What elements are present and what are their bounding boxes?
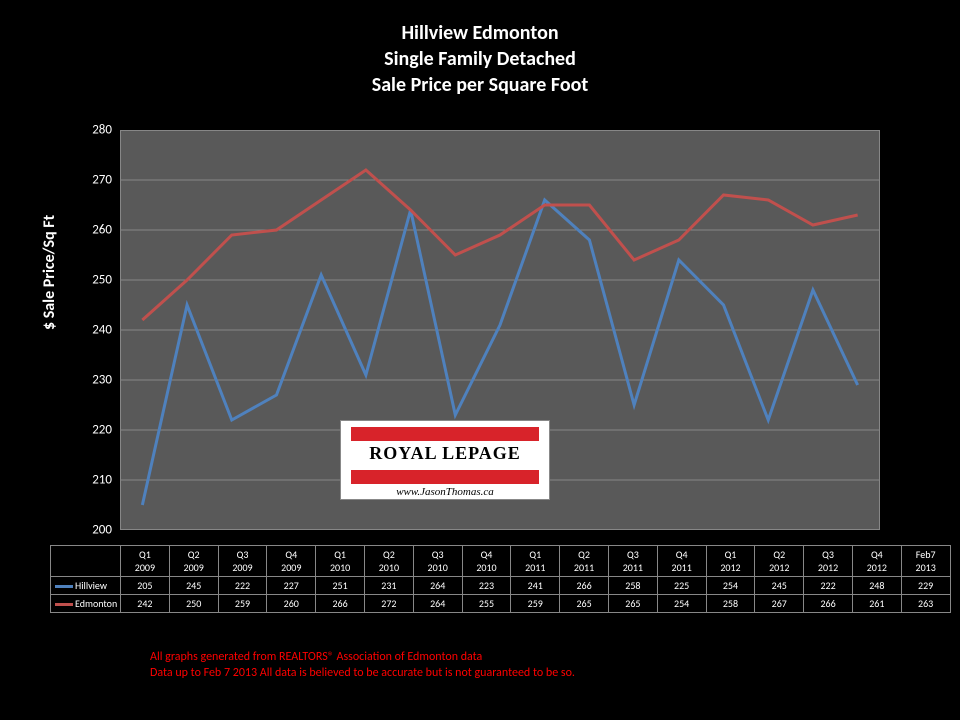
table-cell: 227: [267, 577, 316, 595]
table-col-header: Q42011: [657, 546, 706, 577]
table-cell: 266: [804, 595, 853, 613]
y-tick-label: 220: [92, 423, 112, 438]
title-line-2: Single Family Detached: [0, 46, 960, 72]
table-col-header: Q32010: [413, 546, 462, 577]
y-tick-label: 240: [92, 323, 112, 338]
footer-line-1: All graphs generated from REALTORS® Asso…: [150, 650, 575, 666]
table-col-header: Q42012: [852, 546, 901, 577]
title-line-3: Sale Price per Square Foot: [0, 72, 960, 98]
table-cell: 251: [316, 577, 365, 595]
y-tick-label: 270: [92, 173, 112, 188]
table-cell: 241: [511, 577, 560, 595]
royal-lepage-logo: ROYAL LEPAGE www.JasonThomas.ca: [340, 420, 550, 500]
logo-bar-top: [351, 427, 539, 441]
table-corner: [51, 546, 121, 577]
table-cell: 258: [608, 577, 657, 595]
y-tick-label: 260: [92, 223, 112, 238]
y-tick-label: 250: [92, 273, 112, 288]
table-cell: 229: [901, 577, 950, 595]
table-cell: 259: [511, 595, 560, 613]
table-col-header: Q12010: [316, 546, 365, 577]
series-line-edmonton: [142, 170, 857, 320]
y-tick-label: 230: [92, 373, 112, 388]
table-cell: 263: [901, 595, 950, 613]
footer-line-2: Data up to Feb 7 2013 All data is believ…: [150, 666, 575, 682]
table-cell: 259: [218, 595, 267, 613]
table-row-header: Hillview: [51, 577, 121, 595]
table-cell: 261: [852, 595, 901, 613]
table-col-header: Q12009: [121, 546, 170, 577]
logo-url: www.JasonThomas.ca: [341, 486, 549, 498]
y-tick-label: 280: [92, 123, 112, 138]
table-col-header: Q32011: [608, 546, 657, 577]
table-cell: 222: [804, 577, 853, 595]
table-col-header: Q42010: [462, 546, 511, 577]
table-cell: 223: [462, 577, 511, 595]
table-cell: 242: [121, 595, 170, 613]
table-col-header: Q12012: [706, 546, 755, 577]
table-cell: 266: [316, 595, 365, 613]
table-cell: 225: [657, 577, 706, 595]
table-cell: 260: [267, 595, 316, 613]
chart-title: Hillview Edmonton Single Family Detached…: [0, 0, 960, 98]
table-cell: 231: [364, 577, 413, 595]
table-col-header: Q12011: [511, 546, 560, 577]
table-cell: 254: [657, 595, 706, 613]
table-cell: 255: [462, 595, 511, 613]
table-cell: 245: [169, 577, 218, 595]
table-cell: 264: [413, 595, 462, 613]
table-cell: 266: [560, 577, 609, 595]
table-cell: 265: [560, 595, 609, 613]
title-line-1: Hillview Edmonton: [0, 20, 960, 46]
table-cell: 248: [852, 577, 901, 595]
table-cell: 222: [218, 577, 267, 595]
y-tick-label: 200: [92, 523, 112, 538]
data-table: Q12009Q22009Q32009Q42009Q12010Q22010Q320…: [50, 545, 951, 613]
table-cell: 264: [413, 577, 462, 595]
table-cell: 254: [706, 577, 755, 595]
y-axis-label: $ Sale Price/Sq Ft: [40, 215, 59, 330]
logo-text: ROYAL LEPAGE: [341, 443, 549, 464]
table-col-header: Q42009: [267, 546, 316, 577]
y-tick-label: 210: [92, 473, 112, 488]
table-cell: 205: [121, 577, 170, 595]
table-cell: 267: [755, 595, 804, 613]
table-col-header: Feb72013: [901, 546, 950, 577]
table-cell: 265: [608, 595, 657, 613]
footer-notes: All graphs generated from REALTORS® Asso…: [150, 650, 575, 681]
table-cell: 272: [364, 595, 413, 613]
table-cell: 258: [706, 595, 755, 613]
logo-bar-bottom: [351, 470, 539, 484]
table-col-header: Q32009: [218, 546, 267, 577]
table-row-header: Edmonton: [51, 595, 121, 613]
table-cell: 245: [755, 577, 804, 595]
table-col-header: Q32012: [804, 546, 853, 577]
table-cell: 250: [169, 595, 218, 613]
table-col-header: Q22009: [169, 546, 218, 577]
table-col-header: Q22012: [755, 546, 804, 577]
table-col-header: Q22011: [560, 546, 609, 577]
table-col-header: Q22010: [364, 546, 413, 577]
